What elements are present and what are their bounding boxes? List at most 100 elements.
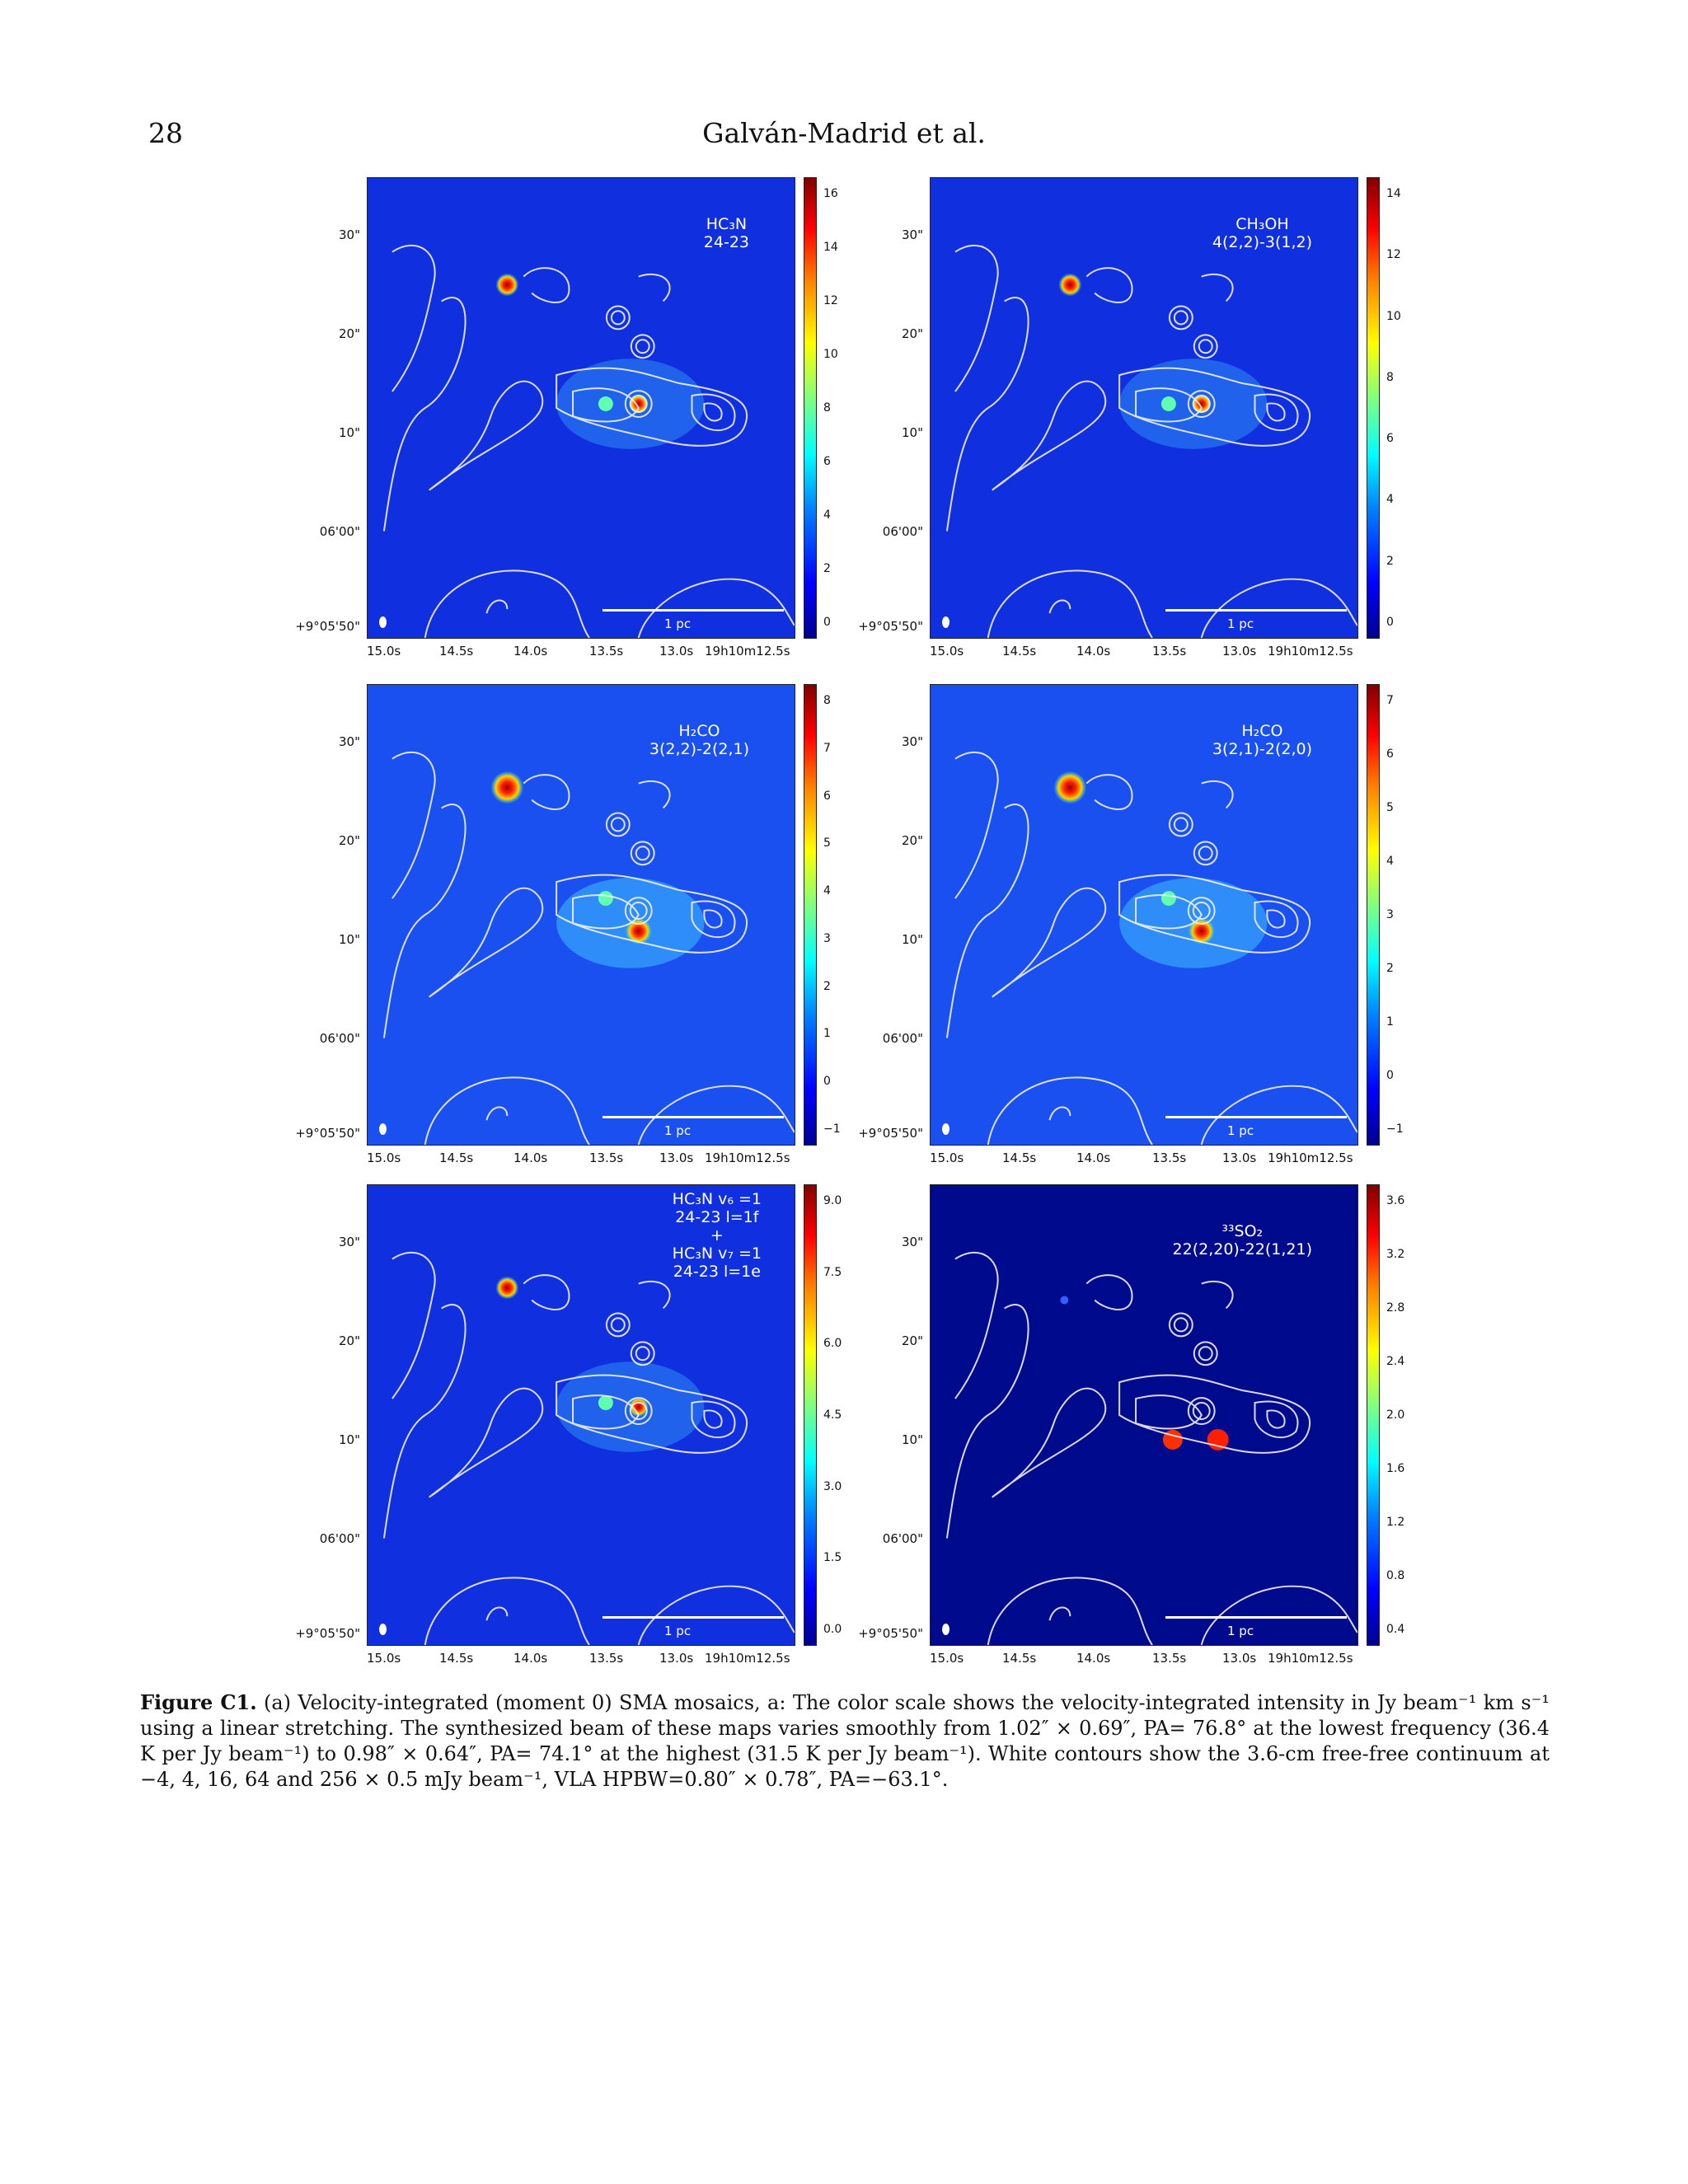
x-tick-label: 14.0s bbox=[1076, 1651, 1111, 1666]
page-number: 28 bbox=[148, 117, 183, 149]
colorbar bbox=[804, 177, 817, 639]
map-panel-ch3oh: CH₃OH 4(2,2)-3(1,2) 1 pc 30" 20" 10" 06'00"… bbox=[858, 177, 1401, 658]
colorbar-tick-label: 6 bbox=[823, 455, 831, 468]
x-tick-label: 14.0s bbox=[513, 1651, 548, 1666]
colorbar-tick-label: 14 bbox=[823, 241, 838, 254]
y-tick-label: 06'00" bbox=[882, 1031, 923, 1046]
colorbar-tick-label: 8 bbox=[823, 401, 831, 415]
y-tick-label: 20" bbox=[902, 1333, 923, 1348]
colorbar-tick-label: 1.6 bbox=[1386, 1462, 1405, 1475]
colorbar-tick-label: 4.5 bbox=[823, 1408, 842, 1422]
y-tick-label: 10" bbox=[339, 1432, 360, 1447]
scale-bar bbox=[1165, 1116, 1347, 1118]
beam-ellipse bbox=[379, 616, 387, 628]
molecule-label: ³³SO₂ 22(2,20)-22(1,21) bbox=[1172, 1222, 1312, 1258]
running-header: Galván-Madrid et al. bbox=[702, 117, 986, 149]
intensity-map: H₂CO 3(2,1)-2(2,0) 1 pc bbox=[930, 684, 1358, 1146]
map-panel-h2co_b: H₂CO 3(2,1)-2(2,0) 1 pc 30" 20" 10" 06'00" +… bbox=[858, 684, 1404, 1165]
beam-ellipse bbox=[379, 1123, 387, 1135]
y-tick-label: 30" bbox=[339, 734, 360, 749]
x-tick-label: 14.5s bbox=[1002, 1651, 1037, 1666]
colorbar-tick-label: 0 bbox=[823, 1075, 831, 1089]
colorbar-tick-label: 4 bbox=[823, 884, 831, 898]
colorbar-tick-label: 0 bbox=[1386, 1069, 1394, 1082]
beam-ellipse bbox=[379, 1624, 387, 1635]
colorbar-tick-label: −1 bbox=[1386, 1122, 1404, 1136]
x-tick-label: 19h10m12.5s bbox=[1268, 1651, 1353, 1666]
x-tick-label: 13.0s bbox=[659, 1651, 694, 1666]
intensity-map: CH₃OH 4(2,2)-3(1,2) 1 pc bbox=[930, 177, 1358, 639]
molecule-label: H₂CO 3(2,1)-2(2,0) bbox=[1212, 722, 1312, 758]
colorbar-tick-label: 0.0 bbox=[823, 1623, 842, 1636]
y-tick-label: 06'00" bbox=[319, 1031, 360, 1046]
y-tick-label: 10" bbox=[902, 1432, 923, 1447]
colorbar-tick-label: 3.2 bbox=[1386, 1248, 1405, 1261]
colorbar-tick-label: 0.4 bbox=[1386, 1623, 1405, 1636]
colorbar bbox=[804, 684, 817, 1146]
x-tick-label: 14.0s bbox=[513, 644, 548, 658]
colorbar-tick-label: 3 bbox=[823, 931, 831, 945]
x-tick-label: 14.5s bbox=[439, 1151, 474, 1165]
intensity-map: HC₃N v₆ =1 24-23 l=1f + HC₃N v₇ =1 24-23… bbox=[367, 1184, 795, 1646]
y-tick-label: 30" bbox=[339, 227, 360, 242]
y-tick-label: 06'00" bbox=[882, 1531, 923, 1546]
x-tick-label: 13.5s bbox=[589, 1151, 624, 1165]
y-tick-label: 30" bbox=[339, 1235, 360, 1249]
scale-bar-label: 1 pc bbox=[1227, 1624, 1254, 1638]
y-tick-label: 10" bbox=[902, 425, 923, 440]
y-tick-label: 20" bbox=[339, 833, 360, 848]
figure-caption: Figure C1. (a) Velocity-integrated (mome… bbox=[140, 1690, 1550, 1793]
y-tick-label: 30" bbox=[902, 734, 923, 749]
x-tick-label: 14.5s bbox=[439, 644, 474, 658]
scale-bar bbox=[1165, 609, 1347, 612]
y-tick-label: +9°05'50" bbox=[295, 1126, 360, 1141]
x-tick-label: 14.0s bbox=[1076, 1151, 1111, 1165]
colorbar-tick-label: 5 bbox=[823, 837, 831, 851]
scale-bar bbox=[603, 609, 784, 612]
x-tick-label: 13.5s bbox=[1152, 1151, 1187, 1165]
x-tick-label: 19h10m12.5s bbox=[1268, 1151, 1353, 1165]
colorbar-tick-label: 7 bbox=[1386, 694, 1394, 707]
y-tick-label: 10" bbox=[339, 932, 360, 947]
x-tick-label: 15.0s bbox=[930, 644, 964, 658]
colorbar-tick-label: 6 bbox=[823, 789, 831, 803]
colorbar-tick-label: 12 bbox=[1386, 248, 1401, 262]
x-tick-label: 14.0s bbox=[513, 1151, 548, 1165]
scale-bar bbox=[603, 1116, 784, 1118]
colorbar-tick-label: 14 bbox=[1386, 187, 1401, 200]
map-panel-hc3n_v7: HC₃N v₆ =1 24-23 l=1f + HC₃N v₇ =1 24-23… bbox=[295, 1184, 842, 1666]
molecule-label: CH₃OH 4(2,2)-3(1,2) bbox=[1212, 215, 1312, 251]
colorbar-tick-label: 4 bbox=[823, 509, 831, 522]
colorbar-tick-label: 1.5 bbox=[823, 1551, 842, 1565]
y-tick-label: 20" bbox=[902, 833, 923, 848]
map-panel-h2co_a: H₂CO 3(2,2)-2(2,1) 1 pc 30" 20" 10" 06'00" +… bbox=[295, 684, 841, 1165]
colorbar-tick-label: 7.5 bbox=[823, 1265, 842, 1279]
colorbar-tick-label: 6 bbox=[1386, 748, 1394, 761]
map-panel-33so2: ³³SO₂ 22(2,20)-22(1,21) 1 pc 30" 20" 10" 06… bbox=[858, 1184, 1404, 1666]
x-tick-label: 15.0s bbox=[367, 1651, 401, 1666]
x-tick-label: 19h10m12.5s bbox=[705, 1651, 790, 1666]
colorbar-tick-label: 10 bbox=[823, 348, 838, 361]
colorbar-tick-label: 7 bbox=[823, 741, 831, 755]
colorbar-tick-label: 0 bbox=[1386, 616, 1394, 629]
y-tick-label: +9°05'50" bbox=[858, 1126, 923, 1141]
colorbar bbox=[804, 1184, 817, 1646]
y-tick-label: 20" bbox=[902, 326, 923, 341]
colorbar-tick-label: −1 bbox=[823, 1122, 841, 1136]
x-tick-label: 13.5s bbox=[1152, 644, 1187, 658]
scale-bar-label: 1 pc bbox=[1227, 616, 1254, 631]
colorbar-tick-label: 12 bbox=[823, 294, 838, 307]
x-tick-label: 19h10m12.5s bbox=[705, 644, 790, 658]
colorbar-tick-label: 2 bbox=[823, 979, 831, 993]
intensity-map: H₂CO 3(2,2)-2(2,1) 1 pc bbox=[367, 684, 795, 1146]
y-tick-label: 06'00" bbox=[319, 524, 360, 539]
x-tick-label: 14.0s bbox=[1076, 644, 1111, 658]
colorbar bbox=[1367, 177, 1380, 639]
x-tick-label: 19h10m12.5s bbox=[705, 1151, 790, 1165]
intensity-map: ³³SO₂ 22(2,20)-22(1,21) 1 pc bbox=[930, 1184, 1358, 1646]
colorbar-tick-label: 8 bbox=[1386, 370, 1394, 384]
map-panel-hc3n: HC₃N 24-23 1 pc 30" 20" 10" 06'00" +9°05'50"… bbox=[295, 177, 838, 658]
y-tick-label: 06'00" bbox=[319, 1531, 360, 1546]
scale-bar-label: 1 pc bbox=[1227, 1123, 1254, 1138]
beam-ellipse bbox=[942, 1624, 950, 1635]
